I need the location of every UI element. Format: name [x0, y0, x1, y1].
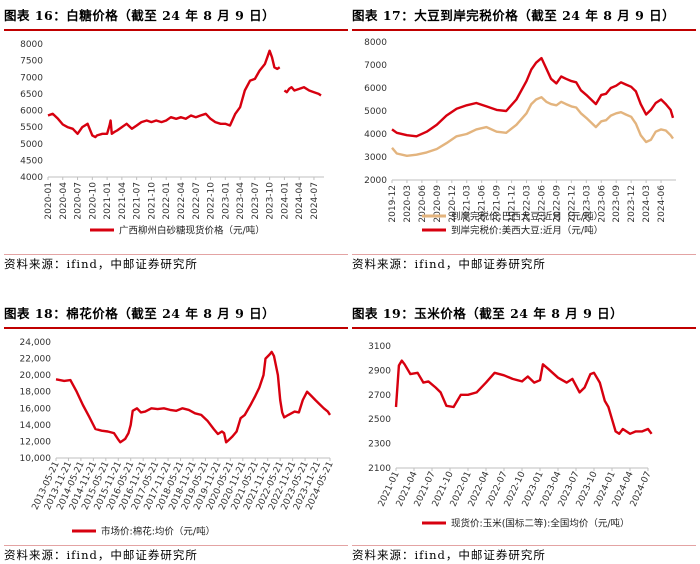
x-tick-label: 2023-10 [266, 182, 276, 220]
y-tick-label: 2300 [368, 440, 391, 450]
y-tick-label: 4500 [20, 156, 43, 166]
source-rule [4, 254, 348, 255]
x-tick-label: 2020-01 [44, 182, 54, 220]
y-tick-label: 20,000 [20, 371, 52, 381]
x-tick-label: 2022-09 [552, 185, 562, 223]
legend-label: 现货价:玉米(国标二等):全国均价（元/吨） [451, 518, 630, 530]
series-line [55, 350, 331, 444]
x-tick-label: 2024-07 [310, 182, 320, 220]
y-tick-label: 24,000 [20, 338, 52, 348]
x-tick-label: 2020-03 [403, 185, 413, 223]
chart-title: 图表 19：玉米价格（截至 24 年 8 月 9 日） [352, 306, 624, 321]
y-tick-label: 2500 [368, 415, 391, 425]
x-tick-label: 2020-10 [88, 182, 98, 220]
y-tick-label: 2700 [368, 391, 391, 401]
x-tick-label: 2020-09 [433, 185, 443, 223]
x-tick-label: 2022-12 [567, 185, 577, 223]
source-note: 资料来源：ifind，中邮证券研究所 [4, 548, 198, 562]
y-tick-label: 7000 [20, 73, 43, 83]
y-tick-label: 4000 [20, 173, 43, 183]
x-tick-label: 2021-04 [118, 182, 128, 220]
y-tick-label: 12,000 [20, 437, 52, 447]
y-tick-label: 18,000 [20, 388, 52, 398]
corn-chart-svg: 2100230025002700290031002021-012021-0420… [368, 342, 654, 530]
title-rule [352, 29, 696, 31]
y-tick-label: 10,000 [20, 454, 52, 464]
x-tick-label: 2021-06 [478, 185, 488, 223]
title-rule [352, 327, 696, 329]
series-line [394, 359, 653, 435]
x-tick-label: 2023-01 [221, 182, 231, 220]
x-tick-label: 2022-04 [177, 182, 187, 220]
y-tick-label: 8000 [20, 40, 43, 50]
x-tick-label: 2023-04 [236, 182, 246, 220]
y-tick-label: 14,000 [20, 421, 52, 431]
y-tick-label: 6500 [20, 90, 43, 100]
source-note: 资料来源：ifind，中邮证券研究所 [4, 257, 198, 271]
x-tick-label: 2021-12 [508, 185, 518, 223]
x-tick-label: 2020-12 [448, 185, 458, 223]
legend-label: 到岸完税价:美西大豆:近月（元/吨） [451, 225, 603, 237]
y-tick-label: 4000 [364, 130, 387, 140]
series-line [391, 96, 674, 157]
y-tick-label: 3100 [368, 342, 391, 352]
x-tick-label: 2022-03 [523, 185, 533, 223]
x-tick-label: 2020-04 [59, 182, 69, 220]
x-tick-label: 2020-07 [74, 182, 84, 220]
x-tick-label: 2023-09 [612, 185, 622, 223]
x-tick-label: 2021-01 [103, 182, 113, 220]
x-tick-label: 2021-10 [147, 182, 157, 220]
y-tick-label: 6000 [364, 84, 387, 94]
x-tick-label: 2024-03 [642, 185, 652, 223]
source-note: 资料来源：ifind，中邮证券研究所 [352, 548, 546, 562]
x-tick-label: 2020-06 [418, 185, 428, 223]
y-tick-label: 5500 [20, 123, 43, 133]
x-tick-label: 2024-01 [280, 182, 290, 220]
title-rule [4, 327, 348, 329]
x-tick-label: 2023-07 [251, 182, 261, 220]
legend-label: 市场价:棉花:均价（元/吨） [101, 526, 215, 538]
chart-title: 图表 17：大豆到岸完税价格（截至 24 年 8 月 9 日） [352, 8, 676, 23]
x-tick-label: 2023-03 [582, 185, 592, 223]
series-line [391, 56, 675, 138]
x-tick-label: 2021-09 [493, 185, 503, 223]
x-tick-label: 2022-06 [537, 185, 547, 223]
y-tick-label: 16,000 [20, 404, 52, 414]
legend-label: 到岸完税价:巴西大豆:近月（元/吨） [451, 211, 603, 223]
x-tick-label: 2024-04 [295, 182, 305, 220]
source-rule [352, 545, 696, 546]
chart-title: 图表 18：棉花价格（截至 24 年 8 月 9 日） [4, 306, 276, 321]
y-tick-label: 5000 [364, 107, 387, 117]
y-tick-label: 7000 [364, 61, 387, 71]
y-tick-label: 3000 [364, 153, 387, 163]
x-tick-label: 2023-12 [627, 185, 637, 223]
chart-title: 图表 16：白糖价格（截至 24 年 8 月 9 日） [4, 8, 276, 23]
y-tick-label: 2900 [368, 366, 391, 376]
x-tick-label: 2022-01 [162, 182, 172, 220]
y-tick-label: 22,000 [20, 355, 52, 365]
x-tick-label: 2022-10 [207, 182, 217, 220]
y-tick-label: 7500 [20, 57, 43, 67]
x-tick-label: 2023-06 [597, 185, 607, 223]
y-tick-label: 5000 [20, 140, 43, 150]
sugar-chart-svg: 4000 4500 5000 5500 6000 6500 7000 7500 8000 2020… [20, 40, 324, 237]
x-tick-label: 2022-07 [192, 182, 202, 220]
x-tick-label: 2019-12 [388, 185, 398, 223]
y-tick-label: 2100 [368, 464, 391, 474]
x-tick-label: 2021-03 [463, 185, 473, 223]
legend-label: 广西柳州白砂糖现货价格（元/吨） [119, 225, 265, 237]
soybean-chart-svg: 2000 3000 4000 5000 6000 7000 8000 2019-12 2020-… [364, 38, 676, 237]
title-rule [4, 29, 348, 31]
cotton-chart-svg: 10,000 12,000 14,000 16,000 18,000 20,000 22,0… [20, 338, 336, 538]
source-rule [352, 254, 696, 255]
y-tick-label: 2000 [364, 176, 387, 186]
x-tick-label: 2024-06 [657, 185, 667, 223]
y-tick-label: 6000 [20, 107, 43, 117]
source-note: 资料来源：ifind，中邮证券研究所 [352, 257, 546, 271]
series-line [47, 49, 322, 139]
y-tick-label: 8000 [364, 38, 387, 48]
source-rule [4, 545, 348, 546]
x-tick-label: 2021-07 [133, 182, 143, 220]
